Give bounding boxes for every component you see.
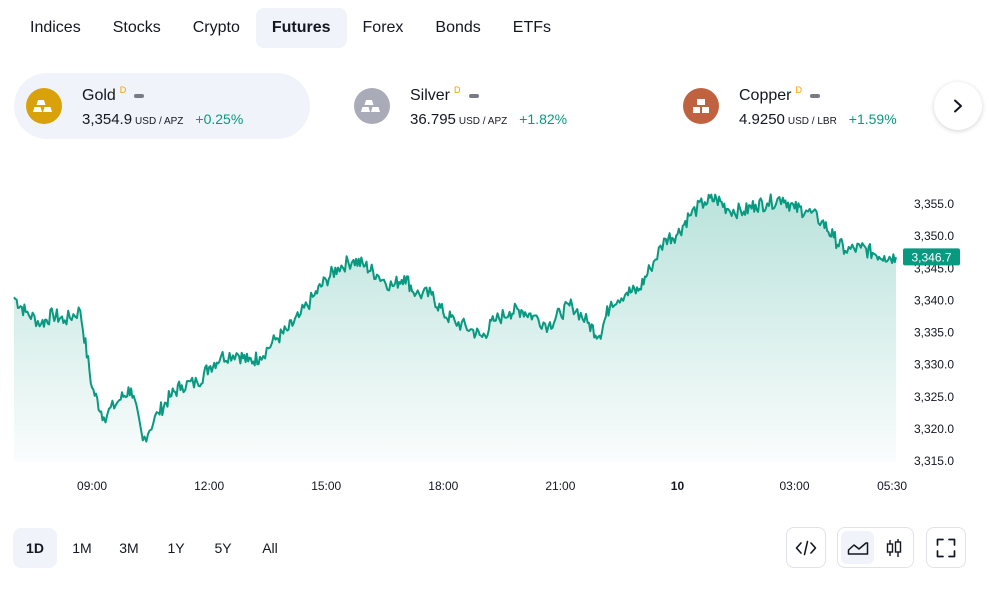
market-status-icon [809, 93, 820, 98]
delayed-flag: D [795, 84, 802, 95]
symbol-cards: Gold D 3,354.9 USD / APZ +0.25% Silver D [14, 73, 934, 139]
symbol-name: Gold [82, 86, 116, 104]
y-tick-label: 3,350.0 [914, 229, 954, 243]
price-line [13, 193, 897, 443]
range-5y-button[interactable]: 5Y [214, 540, 232, 556]
gold-bars-icon [26, 88, 62, 124]
tab-indices[interactable]: Indices [30, 19, 81, 36]
range-1y-button[interactable]: 1Y [167, 540, 185, 556]
symbol-card-gold[interactable]: Gold D 3,354.9 USD / APZ +0.25% [14, 73, 310, 139]
y-tick-label: 3,315.0 [914, 454, 954, 468]
x-tick-label: 10 [671, 479, 685, 493]
tab-bonds[interactable]: Bonds [435, 19, 481, 36]
silver-bars-icon [354, 88, 390, 124]
fullscreen-icon [936, 538, 956, 557]
tab-forex[interactable]: Forex [362, 19, 404, 36]
symbol-change: +1.59% [848, 110, 897, 127]
range-all-button[interactable]: All [262, 540, 278, 556]
x-tick-label: 03:00 [780, 479, 810, 493]
symbol-price: 3,354.9 [82, 110, 133, 128]
symbol-name: Silver [410, 86, 451, 104]
copper-bars-icon [683, 88, 719, 124]
x-tick-label: 12:00 [194, 479, 224, 493]
delayed-flag: D [454, 84, 461, 95]
symbol-name: Copper [739, 86, 792, 104]
candlestick-chart-button[interactable] [877, 531, 910, 564]
x-tick-label: 21:00 [545, 479, 575, 493]
x-tick-label: 05:30 [877, 479, 907, 493]
y-tick-label: 3,330.0 [914, 358, 954, 372]
symbol-change: +1.82% [519, 110, 568, 127]
range-1m-button[interactable]: 1M [72, 540, 92, 556]
y-tick-label: 3,325.0 [914, 390, 954, 404]
delayed-flag: D [119, 84, 127, 95]
x-tick-label: 18:00 [428, 479, 458, 493]
y-tick-label: 3,340.0 [914, 293, 954, 307]
area-chart-icon [847, 541, 868, 555]
chevron-right-icon [954, 99, 962, 113]
x-tick-label: 15:00 [311, 479, 341, 493]
range-1d-button[interactable]: 1D [13, 528, 57, 568]
code-embed-icon [795, 540, 817, 555]
y-axis: 3,355.03,350.03,345.03,340.03,335.03,330… [914, 197, 954, 468]
symbol-card-copper[interactable]: Copper D 4.9250 USD / LBR +1.59% [671, 73, 931, 139]
last-price-marker: 3,346.7 [903, 248, 960, 266]
market-status-icon [134, 93, 145, 98]
range-3m-button[interactable]: 3M [119, 540, 139, 556]
x-tick-label: 09:00 [77, 479, 107, 493]
y-tick-label: 3,320.0 [914, 422, 954, 436]
chart-style-toggle [837, 527, 914, 568]
last-price-label: 3,346.7 [911, 250, 951, 264]
price-area-fill [14, 194, 896, 462]
tab-crypto[interactable]: Crypto [192, 19, 240, 36]
embed-button[interactable] [786, 527, 826, 568]
symbol-unit: USD / LBR [787, 115, 837, 127]
price-chart[interactable]: 3,355.03,350.03,345.03,340.03,335.03,330… [0, 150, 989, 500]
next-symbols-button[interactable] [934, 82, 982, 130]
candlestick-icon [886, 538, 901, 557]
symbol-price: 4.9250 [739, 110, 785, 128]
symbol-unit: USD / APZ [135, 115, 184, 127]
tab-etfs[interactable]: ETFs [512, 19, 552, 36]
symbol-card-silver[interactable]: Silver D 36.795 USD / APZ +1.82% [342, 73, 602, 139]
range-selector: 1D 1M 3M 1Y 5Y All [13, 528, 295, 568]
market-tabs: Indices Stocks Crypto Futures Forex Bond… [14, 8, 567, 48]
symbol-change: +0.25% [195, 110, 244, 127]
x-axis: 09:00 12:00 15:00 18:00 21:00 10 03:00 05:30 [77, 479, 907, 493]
area-chart-button[interactable] [841, 531, 874, 564]
symbol-price: 36.795 [410, 110, 456, 128]
y-tick-label: 3,335.0 [914, 326, 954, 340]
tab-stocks[interactable]: Stocks [112, 19, 161, 36]
y-tick-label: 3,355.0 [914, 197, 954, 211]
fullscreen-button[interactable] [926, 527, 966, 568]
last-price-badge [903, 248, 960, 266]
market-status-icon [468, 93, 479, 98]
tab-futures[interactable]: Futures [255, 8, 347, 48]
symbol-unit: USD / APZ [458, 115, 508, 127]
